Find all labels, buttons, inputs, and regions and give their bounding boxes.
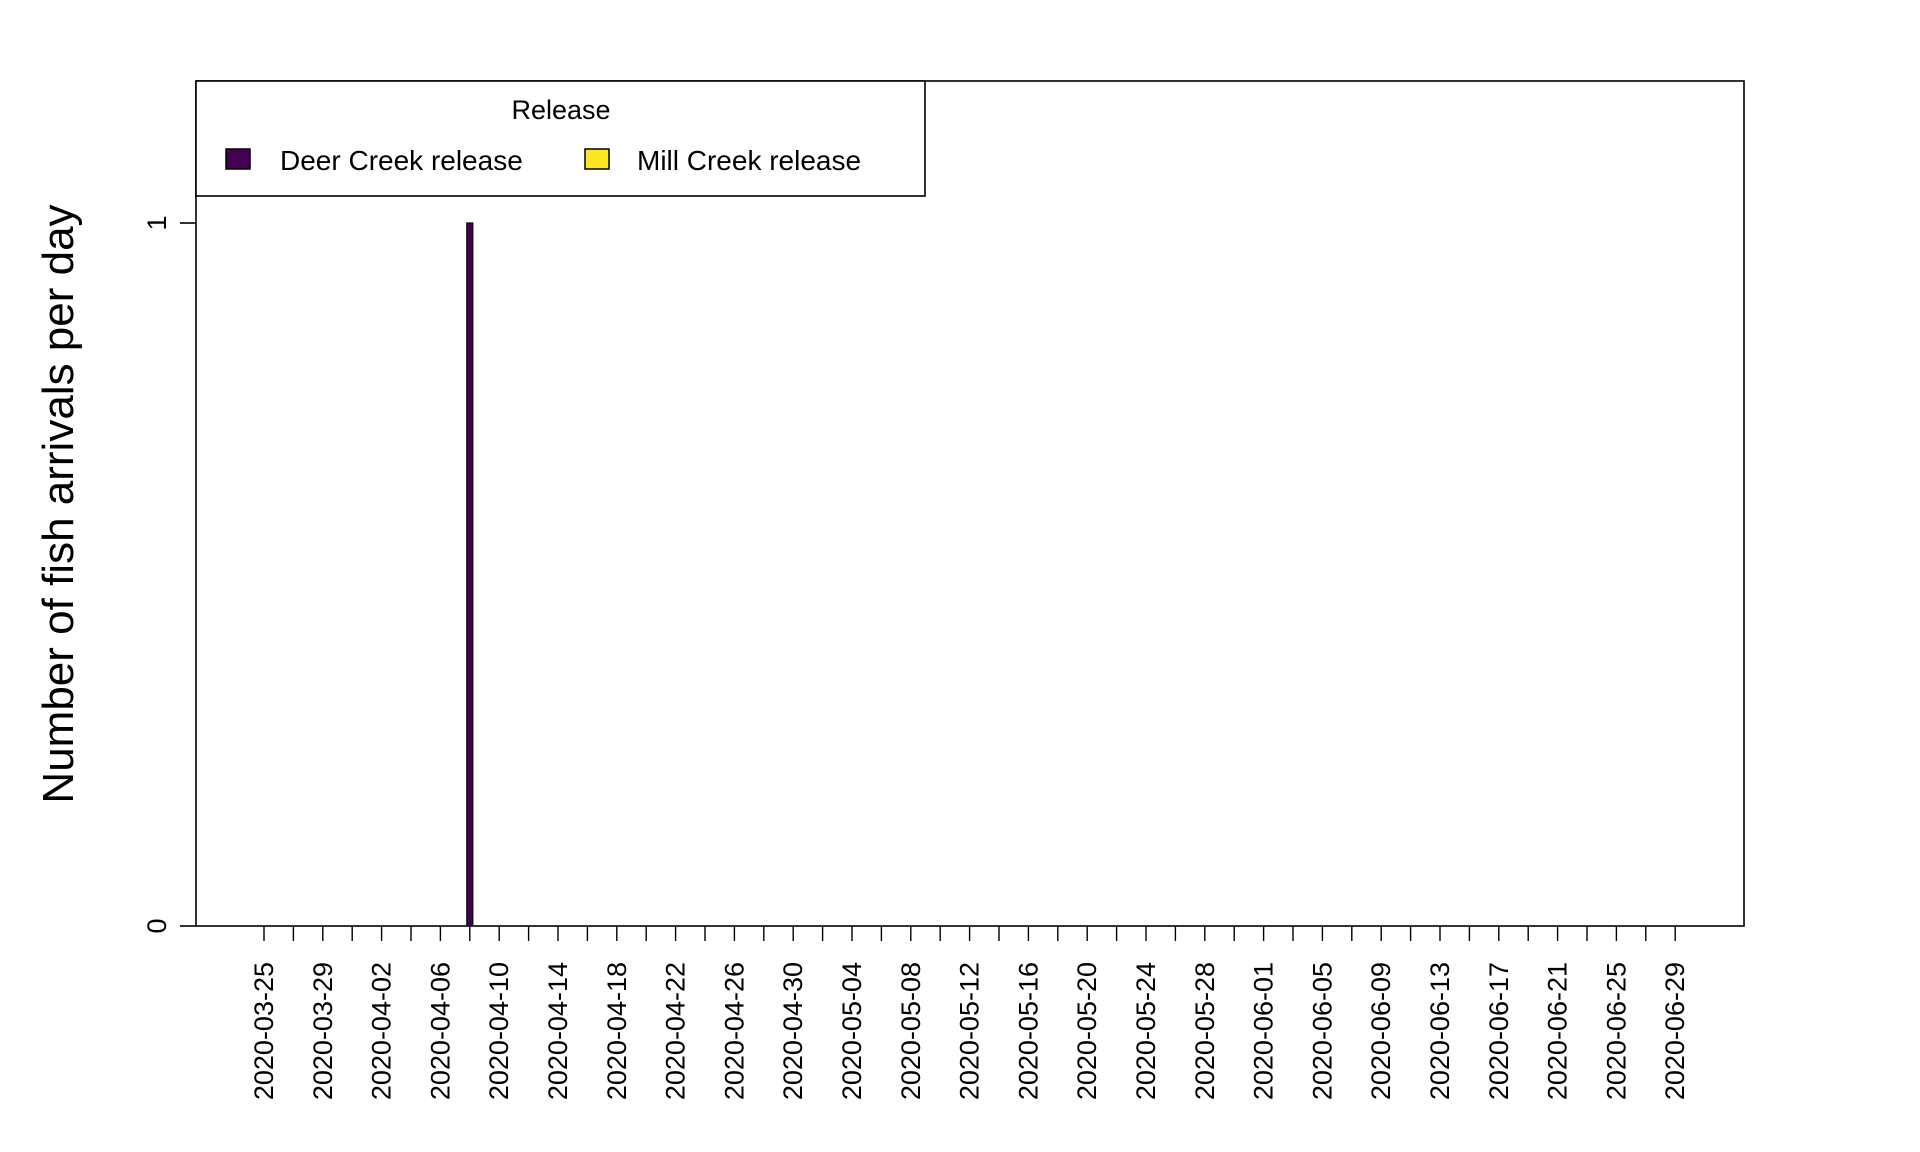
legend-label-mill-creek: Mill Creek release [637,145,861,176]
x-tick-label: 2020-06-01 [1249,962,1279,1100]
x-tick-label: 2020-04-22 [661,962,691,1100]
x-tick-label: 2020-06-09 [1366,962,1396,1100]
legend-title: Release [511,95,610,125]
x-tick-label: 2020-06-29 [1660,962,1690,1100]
legend-swatch-deer-creek [225,148,251,170]
y-tick-label: 1 [142,215,172,230]
x-tick-label: 2020-04-18 [602,962,632,1100]
x-tick-label: 2020-06-13 [1425,962,1455,1100]
x-tick-label: 2020-05-28 [1190,962,1220,1100]
x-tick-label: 2020-04-10 [484,962,514,1100]
x-tick-label: 2020-03-29 [308,962,338,1100]
legend-box [195,80,926,197]
x-axis: 2020-03-25 2020-03-29 2020-04-02 2020-04-06… [249,926,1690,1100]
x-tick-label: 2020-04-02 [367,962,397,1100]
x-tick-label: 2020-05-12 [955,962,985,1100]
x-tick-label: 2020-04-14 [543,962,573,1100]
x-tick-label: 2020-06-25 [1601,962,1631,1100]
legend-swatch-mill-creek [584,148,610,170]
x-tick-label: 2020-06-05 [1307,962,1337,1100]
x-tick-label: 2020-04-06 [425,962,455,1100]
x-tick-label: 2020-05-24 [1131,962,1161,1100]
x-tick-label: 2020-06-21 [1543,962,1573,1100]
plot-frame [195,80,1745,927]
x-tick-label: 2020-03-25 [249,962,279,1100]
legend: Release Deer Creek release Mill Creek re… [195,80,926,197]
x-tick-label: 2020-05-16 [1013,962,1043,1100]
y-axis-label: Number of fish arrivals per day [34,204,83,803]
x-tick-label: 2020-05-04 [837,962,867,1100]
x-tick-label: 2020-05-20 [1072,962,1102,1100]
legend-label-deer-creek: Deer Creek release [280,145,523,176]
y-tick-label: 0 [142,918,172,933]
x-tick-label: 2020-06-17 [1484,962,1514,1100]
bars-layer [466,222,474,927]
bar-deer-creek [466,222,474,927]
y-axis: 01 [142,215,196,934]
x-tick-label: 2020-04-30 [778,962,808,1100]
x-tick-label: 2020-04-26 [719,962,749,1100]
x-tick-label: 2020-05-08 [896,962,926,1100]
